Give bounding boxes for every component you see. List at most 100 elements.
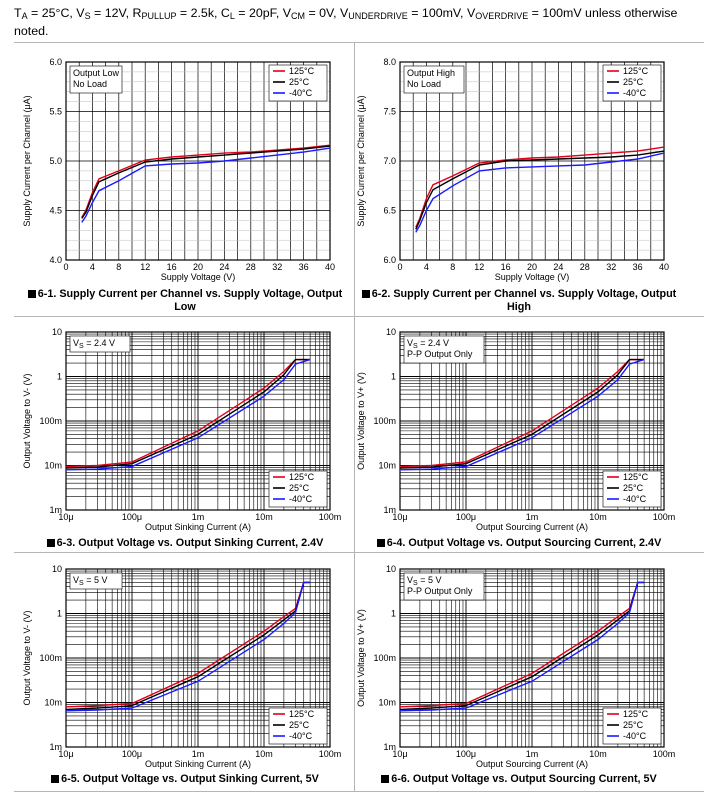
caption-6-1: 6-1. Supply Current per Channel vs. Supp… — [24, 288, 346, 314]
x-tick-label: 10μ — [58, 512, 73, 522]
y-tick-label: 6.0 — [383, 255, 396, 265]
x-tick-label: 10μ — [58, 749, 73, 759]
legend-label: -40°C — [623, 88, 647, 98]
y-tick-label: 10 — [52, 564, 62, 574]
plot-frame — [399, 61, 665, 261]
annotation-text: No Load — [73, 79, 107, 89]
figure-6-3: 10μ 100μ 1m 10m 100m 1m 10m 100m 1 10 Output Sinki… — [18, 318, 352, 538]
figure-6-1: 0 4 8 12 16 20 24 28 32 36 40 4.0 4.5 5.0 5.5 6.0 Supply… — [18, 48, 352, 288]
y-tick-label: 10m — [44, 698, 62, 708]
y-tick-label: 6.5 — [383, 206, 396, 216]
figure-mark — [46, 539, 55, 547]
legend-label: 25°C — [289, 720, 310, 730]
x-tick-label: 28 — [580, 262, 590, 272]
x-tick-label: 16 — [167, 262, 177, 272]
x-tick-label: 1m — [192, 749, 205, 759]
x-tick-label: 12 — [474, 262, 484, 272]
figure-mark — [376, 539, 385, 547]
annotation-text: Output Low — [73, 68, 120, 78]
annotation-box — [403, 335, 485, 364]
x-tick-label: 40 — [325, 262, 335, 272]
y-tick-label: 100m — [373, 653, 396, 663]
plot-frame — [65, 568, 331, 748]
legend-label: -40°C — [289, 494, 313, 504]
y-tick-label: 1m — [49, 505, 62, 515]
legend-label: 25°C — [623, 720, 644, 730]
x-tick-label: 100m — [319, 749, 342, 759]
annotation-text: P-P Output Only — [407, 349, 473, 359]
x-tick-label: 4 — [424, 262, 429, 272]
row-divider — [14, 791, 704, 792]
series-line — [81, 145, 331, 219]
legend-label: 25°C — [289, 483, 310, 493]
series-line — [399, 358, 645, 471]
y-tick-label: 5.0 — [49, 156, 62, 166]
plot-frame — [399, 331, 665, 511]
x-tick-label: 10m — [255, 512, 273, 522]
series-line — [399, 581, 645, 712]
series-line — [415, 150, 665, 230]
x-axis-label: Output Sourcing Current (A) — [476, 522, 588, 532]
plot-frame — [399, 568, 665, 748]
row-divider — [14, 42, 704, 43]
figure-mark — [27, 290, 36, 298]
x-axis-label: Output Sinking Current (A) — [145, 522, 251, 532]
x-tick-label: 12 — [140, 262, 150, 272]
caption-6-3: 6-3. Output Voltage vs. Output Sinking C… — [24, 537, 346, 550]
x-tick-label: 100μ — [456, 512, 476, 522]
annotation-text: VS = 2.4 V — [407, 338, 449, 350]
series-line — [65, 358, 311, 471]
series-line — [65, 581, 311, 712]
y-tick-label: 100m — [39, 416, 62, 426]
legend-label: -40°C — [623, 731, 647, 741]
y-tick-label: 10m — [378, 461, 396, 471]
legend-label: -40°C — [289, 88, 313, 98]
x-axis-label: Supply Voltage (V) — [161, 272, 236, 282]
x-tick-label: 8 — [116, 262, 121, 272]
y-tick-label: 4.0 — [49, 255, 62, 265]
series-line — [415, 146, 665, 228]
annotation-text: VS = 2.4 V — [73, 338, 115, 350]
x-tick-label: 10m — [255, 749, 273, 759]
y-axis-label: Supply Current per Channel (μA) — [356, 95, 366, 226]
legend-label: 25°C — [623, 77, 644, 87]
y-tick-label: 7.5 — [383, 107, 396, 117]
chart-plot-6-1: 0 4 8 12 16 20 24 28 32 36 40 4.0 4.5 5.0 5.5 6.0 Supply… — [22, 57, 335, 282]
x-tick-label: 10m — [589, 749, 607, 759]
x-tick-label: 100m — [653, 512, 676, 522]
x-axis-label: Output Sinking Current (A) — [145, 759, 251, 769]
x-tick-label: 10m — [589, 512, 607, 522]
plot-frame — [65, 61, 331, 261]
annotation-box — [403, 65, 465, 94]
figure-mark — [381, 775, 390, 783]
x-tick-label: 32 — [272, 262, 282, 272]
y-tick-label: 5.5 — [49, 107, 62, 117]
figure-6-6: 10μ 100μ 1m 10m 100m 1m 10m 100m 1 10 Output Sourc… — [352, 555, 686, 775]
legend-label: 125°C — [289, 66, 315, 76]
x-tick-label: 28 — [246, 262, 256, 272]
y-tick-label: 1m — [383, 742, 396, 752]
caption-6-6: 6-6. Output Voltage vs. Output Sourcing … — [358, 773, 680, 786]
plot-frame — [65, 331, 331, 511]
x-tick-label: 0 — [63, 262, 68, 272]
legend-label: 125°C — [289, 709, 315, 719]
x-tick-label: 1m — [526, 512, 539, 522]
chart-plot-6-4: 10μ 100μ 1m 10m 100m 1m 10m 100m 1 10 Output Sourc… — [356, 327, 676, 532]
y-tick-label: 8.0 — [383, 57, 396, 67]
x-tick-label: 10μ — [392, 749, 407, 759]
legend-label: 25°C — [623, 483, 644, 493]
y-tick-label: 10 — [386, 327, 396, 337]
x-tick-label: 1m — [526, 749, 539, 759]
series-line — [81, 147, 331, 223]
legend-label: 125°C — [623, 472, 649, 482]
caption-6-2: 6-2. Supply Current per Channel vs. Supp… — [358, 288, 680, 314]
chart-plot-6-2: 0 4 8 12 16 20 24 28 32 36 40 6.0 6.5 7.0 7.5 8.0 Supply… — [356, 57, 669, 282]
y-tick-label: 6.0 — [49, 57, 62, 67]
legend-label: 25°C — [289, 77, 310, 87]
figure-mark — [51, 775, 60, 783]
x-tick-label: 20 — [193, 262, 203, 272]
annotation-text: VS = 5 V — [73, 575, 107, 587]
x-tick-label: 36 — [299, 262, 309, 272]
annotation-text: Output High — [407, 68, 455, 78]
annotation-text: P-P Output Only — [407, 586, 473, 596]
